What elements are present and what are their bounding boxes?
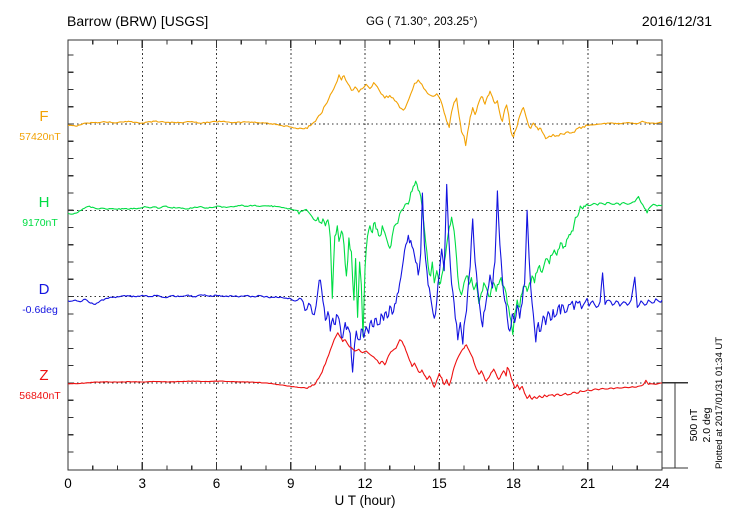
channel-label-d: D bbox=[38, 281, 50, 298]
x-tick-label: 21 bbox=[580, 476, 595, 491]
channel-baseline-value-f: 57420nT bbox=[19, 131, 61, 143]
x-tick-label: 18 bbox=[506, 476, 521, 491]
x-axis-label: U T (hour) bbox=[334, 493, 396, 508]
channel-label-z: Z bbox=[39, 367, 49, 384]
x-tick-label: 9 bbox=[287, 476, 295, 491]
trace-d bbox=[67, 183, 663, 373]
scale-bar-label-nt: 500 nT bbox=[688, 408, 700, 442]
x-tick-label: 24 bbox=[654, 476, 670, 491]
trace-z bbox=[68, 332, 663, 400]
channel-label-f: F bbox=[39, 108, 49, 125]
channel-baseline-value-d: -0.6deg bbox=[22, 304, 58, 316]
plot-date: 2016/12/31 bbox=[641, 13, 712, 29]
plotted-at-note: Plotted at 2017/01/31 01:34 UT bbox=[714, 336, 725, 469]
station-title: Barrow (BRW) [USGS] bbox=[67, 13, 209, 29]
x-tick-label: 3 bbox=[138, 476, 146, 491]
x-tick-label: 12 bbox=[357, 476, 372, 491]
x-tick-label: 0 bbox=[64, 476, 72, 491]
scale-bar-label-deg: 2.0 deg bbox=[701, 407, 713, 443]
trace-f bbox=[67, 74, 663, 147]
x-tick-label: 6 bbox=[213, 476, 221, 491]
channel-label-h: H bbox=[38, 194, 50, 211]
channel-baseline-value-h: 9170nT bbox=[22, 217, 58, 229]
geographic-coordinates: GG ( 71.30°, 203.25°) bbox=[366, 16, 478, 28]
x-tick-label: 15 bbox=[432, 476, 447, 491]
trace-h bbox=[67, 180, 663, 337]
channel-baseline-value-z: 56840nT bbox=[19, 390, 61, 402]
